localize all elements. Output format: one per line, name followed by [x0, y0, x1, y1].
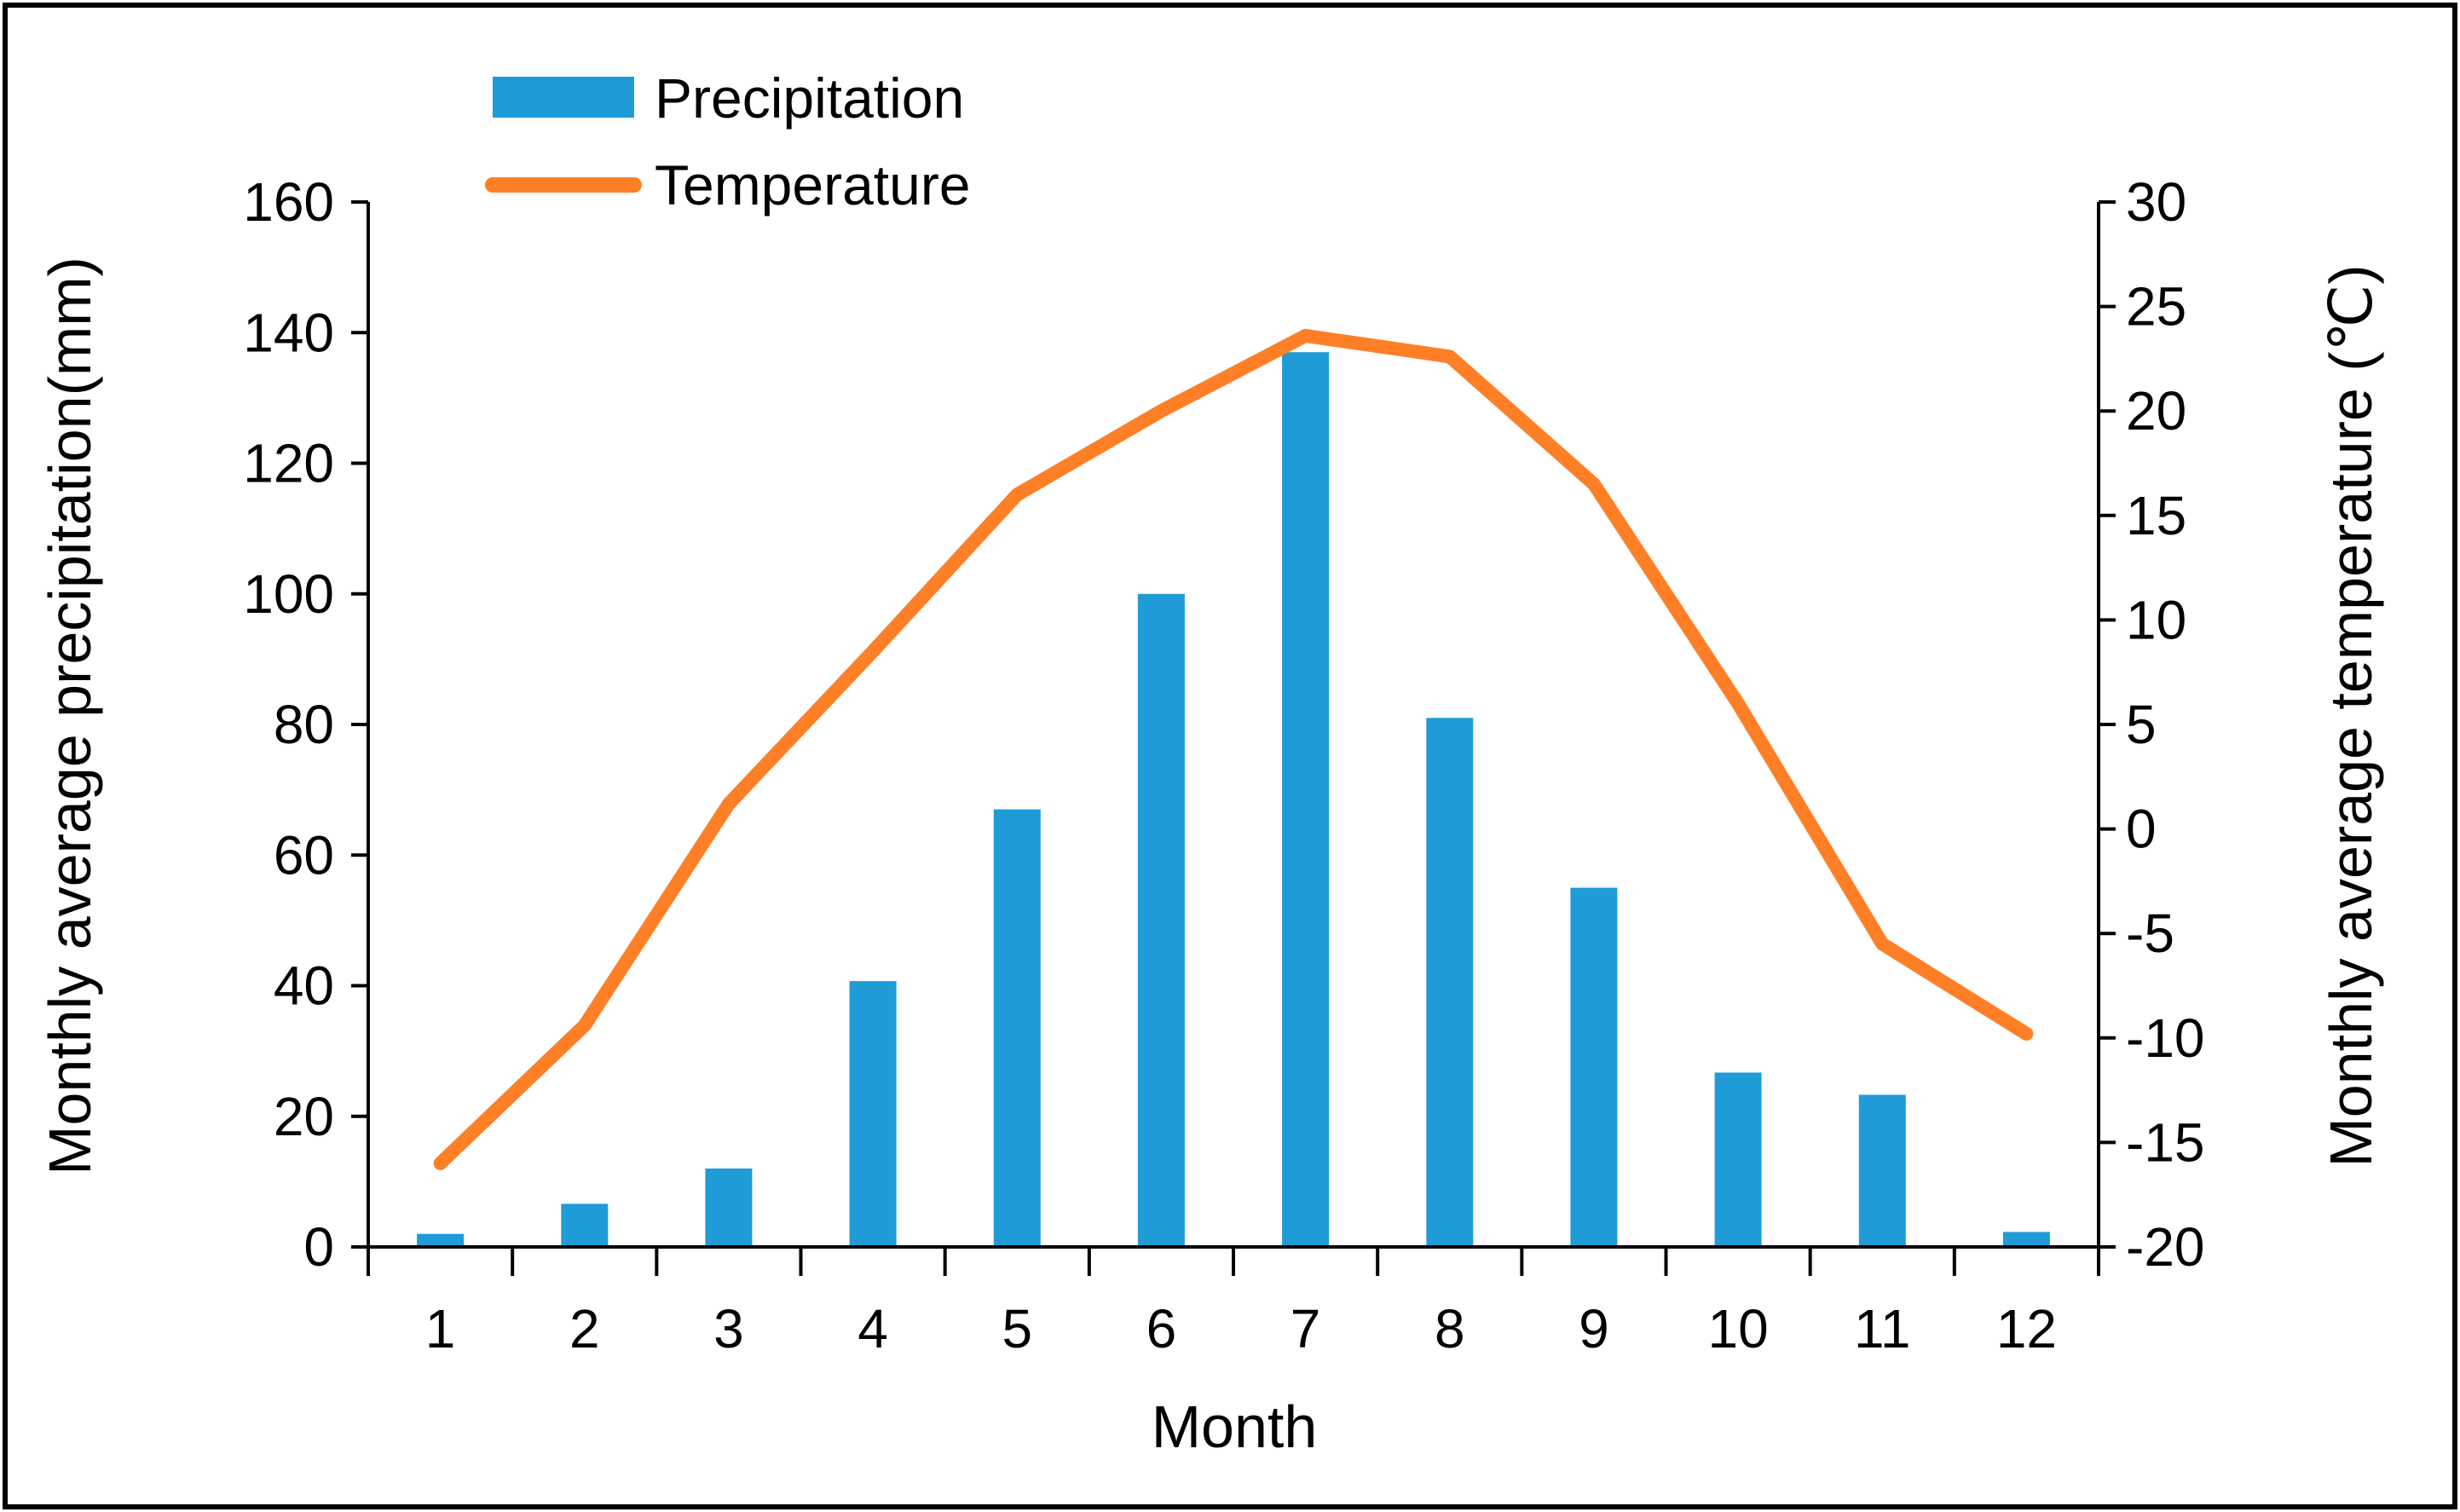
left-axis-title: Monthly average precipitation(mm) [37, 257, 103, 1175]
left-tick-label: 40 [274, 955, 334, 1017]
left-tick-label: 80 [274, 694, 334, 755]
right-axis-ticks: -20 -15 -10 -5 0 5 10 15 20 25 30 [2099, 171, 2205, 1278]
precipitation-bar-1 [417, 1233, 465, 1247]
precipitation-bar-4 [849, 981, 897, 1247]
precipitation-bar-10 [1714, 1072, 1762, 1247]
left-tick-label: 140 [243, 302, 334, 363]
x-tick-label: 9 [1579, 1298, 1609, 1359]
right-tick-label: -20 [2126, 1216, 2205, 1278]
precipitation-bar-2 [561, 1203, 609, 1247]
x-tick-label: 5 [1002, 1298, 1032, 1359]
x-tick-label: 10 [1707, 1298, 1768, 1359]
left-tick-label: 20 [274, 1086, 334, 1147]
precipitation-bar-12 [2002, 1232, 2050, 1247]
precipitation-bar-11 [1858, 1094, 1906, 1247]
x-tick-label: 1 [425, 1298, 456, 1359]
x-axis-title: Month [1152, 1394, 1318, 1460]
left-tick-label: 120 [243, 433, 334, 494]
left-tick-label: 0 [303, 1216, 334, 1278]
precipitation-bar-3 [705, 1169, 753, 1247]
left-tick-label: 100 [243, 563, 334, 625]
x-tick-label: 2 [569, 1298, 600, 1359]
x-tick-label: 4 [858, 1298, 888, 1359]
precipitation-bar-8 [1426, 718, 1474, 1247]
right-axis-title: Monthly average temperature (℃) [2318, 264, 2384, 1167]
left-tick-label: 160 [243, 171, 334, 233]
right-tick-label: 30 [2126, 171, 2186, 233]
x-tick-label: 11 [1854, 1298, 1910, 1359]
temperature-line-group [433, 328, 2034, 1170]
x-tick-label: 7 [1291, 1298, 1321, 1359]
right-tick-label: 25 [2126, 276, 2186, 338]
right-tick-label: 15 [2126, 485, 2186, 546]
left-axis-ticks: 0 20 40 60 80 100 120 140 160 [243, 171, 368, 1278]
x-tick-label: 8 [1435, 1298, 1465, 1359]
right-tick-label: -5 [2126, 903, 2174, 964]
right-tick-label: -15 [2126, 1111, 2205, 1173]
precipitation-bar-6 [1137, 593, 1185, 1248]
right-tick-label: 5 [2126, 694, 2157, 755]
right-tick-label: 20 [2126, 380, 2186, 441]
legend-label-precipitation: Precipitation [655, 66, 964, 130]
left-tick-label: 60 [274, 824, 334, 886]
legend: Precipitation Temperature [485, 66, 971, 216]
right-tick-label: 0 [2126, 799, 2157, 860]
x-tick-label: 3 [713, 1298, 744, 1359]
precipitation-bar-7 [1282, 352, 1330, 1248]
legend-swatch-precipitation [493, 77, 634, 118]
x-tick-label: 6 [1146, 1298, 1177, 1359]
legend-label-temperature: Temperature [655, 153, 971, 216]
x-axis-ticks: 1 2 3 4 5 6 7 8 9 10 11 12 [367, 1247, 2100, 1359]
temperature-line [433, 328, 2034, 1170]
x-tick-label: 12 [1996, 1298, 2057, 1359]
precipitation-bars [417, 352, 2050, 1248]
right-tick-label: 10 [2126, 589, 2186, 650]
figure-frame [3, 3, 2457, 1509]
precipitation-bar-9 [1570, 887, 1618, 1247]
precipitation-bar-5 [993, 809, 1041, 1247]
right-tick-label: -10 [2126, 1007, 2205, 1069]
